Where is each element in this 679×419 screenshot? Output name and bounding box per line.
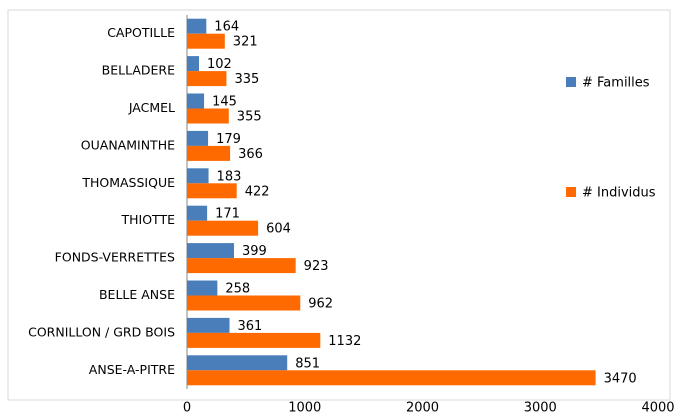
bar <box>187 56 200 72</box>
data-label: 3470 <box>604 371 637 386</box>
bar <box>187 18 207 34</box>
bar <box>187 205 208 221</box>
y-tick-label: BELLE ANSE <box>99 287 175 302</box>
data-label: 145 <box>212 95 237 110</box>
data-label: 171 <box>215 207 240 222</box>
y-tick-label: THIOTTE <box>120 212 175 227</box>
bar <box>187 258 296 274</box>
bar <box>187 355 288 371</box>
legend-swatch <box>566 77 576 87</box>
x-tick-label: 0 <box>183 401 191 416</box>
y-tick-label: ANSE-A-PITRE <box>89 362 175 377</box>
data-label: 422 <box>245 184 270 199</box>
chart-border <box>7 9 671 401</box>
legend-swatch <box>566 187 576 197</box>
y-tick-label: CAPOTILLE <box>107 25 175 40</box>
bar <box>187 370 596 386</box>
x-tick-label: 2000 <box>406 401 439 416</box>
bar <box>187 71 227 87</box>
data-label: 183 <box>217 169 242 184</box>
data-label: 179 <box>216 132 241 147</box>
data-label: 399 <box>242 244 267 259</box>
x-tick-label: 4000 <box>641 401 674 416</box>
data-label: 321 <box>233 35 258 50</box>
bar <box>187 130 209 146</box>
bar <box>187 317 230 333</box>
data-label: 962 <box>308 297 333 312</box>
x-tick-label: 1000 <box>288 401 321 416</box>
data-label: 366 <box>238 147 263 162</box>
y-tick-label: JACMEL <box>128 100 175 115</box>
bar <box>187 33 225 49</box>
bar <box>187 280 218 296</box>
x-tick-label: 3000 <box>524 401 557 416</box>
data-label: 1132 <box>328 334 361 349</box>
y-tick-label: FONDS-VERRETTES <box>55 250 175 265</box>
data-label: 355 <box>237 110 262 125</box>
bar <box>187 183 237 199</box>
y-tick-label: OUANAMINTHE <box>81 137 175 152</box>
data-label: 604 <box>266 222 291 237</box>
y-tick-label: CORNILLON / GRD BOIS <box>28 324 175 339</box>
bar <box>187 332 321 348</box>
bar <box>187 168 209 184</box>
data-label: 164 <box>214 20 239 35</box>
legend-label: # Individus <box>582 186 656 201</box>
bar <box>187 108 229 124</box>
data-label: 102 <box>207 57 232 72</box>
data-label: 851 <box>295 356 320 371</box>
bar <box>187 93 205 109</box>
data-label: 923 <box>304 259 329 274</box>
y-tick-label: THOMASSIQUE <box>81 175 175 190</box>
y-tick-label: BELLADERE <box>102 63 175 78</box>
bar <box>187 243 234 259</box>
bar <box>187 145 231 161</box>
bar <box>187 220 259 236</box>
data-label: 335 <box>234 72 259 87</box>
data-label: 258 <box>225 282 250 297</box>
bar <box>187 295 301 311</box>
legend-label: # Familles <box>582 76 650 91</box>
data-label: 361 <box>238 319 263 334</box>
